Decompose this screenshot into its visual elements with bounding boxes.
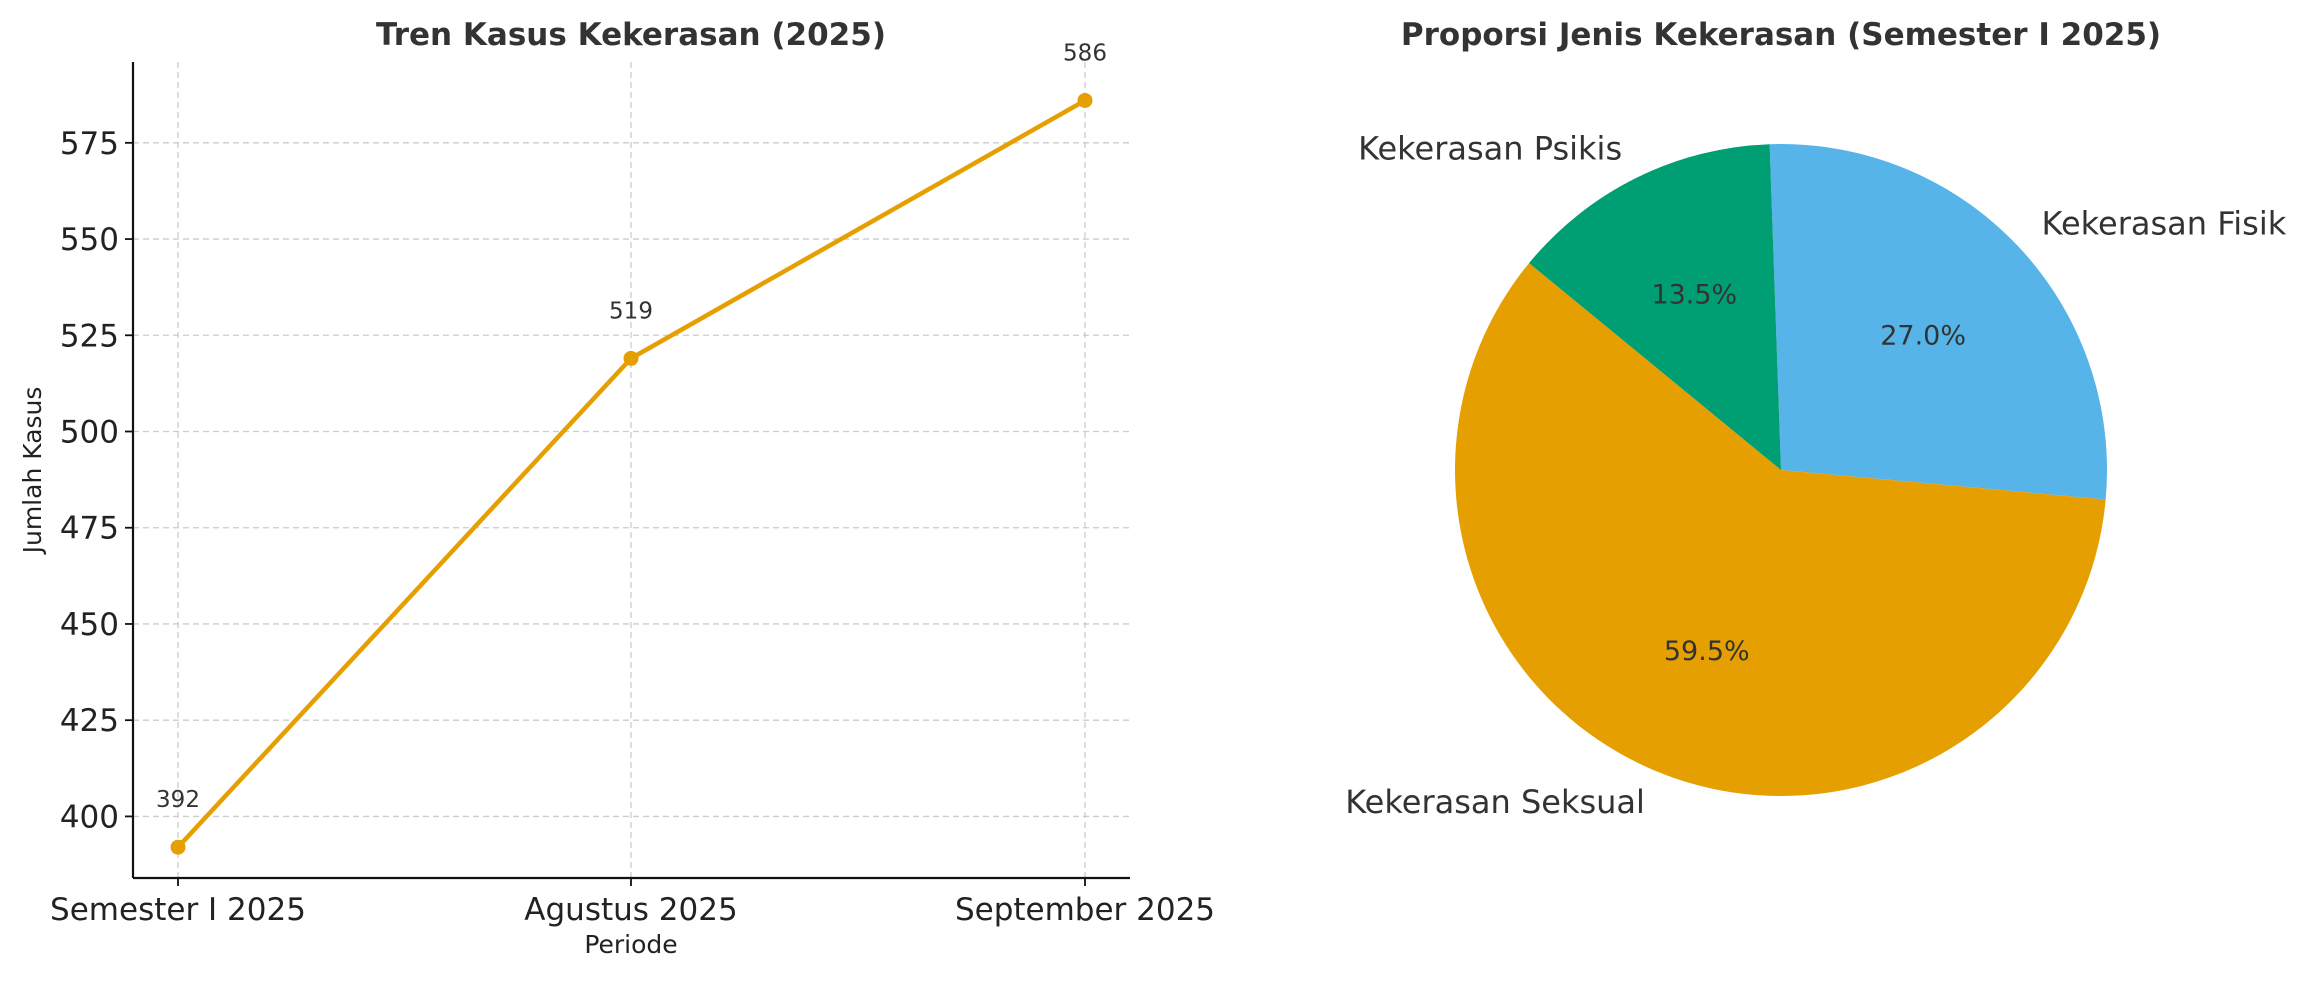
x-tick-label-0: Semester I 2025 (50, 892, 306, 928)
y-tick-label-6: 550 (60, 222, 119, 258)
pie-percent-label-0: 27.0% (1880, 321, 1966, 352)
pie-chart-slices (1454, 144, 2107, 797)
pie-slice-2 (1529, 144, 1781, 470)
pie-percent-label-2: 13.5% (1651, 280, 1737, 311)
pie-percent-label-1: 59.5% (1664, 636, 1750, 667)
y-tick-label-5: 525 (60, 318, 119, 354)
line-chart-x-axis-label: Periode (584, 930, 677, 959)
pie-category-label-1: Kekerasan Seksual (1345, 783, 1645, 821)
line-chart-y-axis-label: Jumlah Kasus (18, 387, 47, 556)
pie-slice-1 (1454, 263, 2106, 797)
data-label-0: 392 (156, 787, 200, 813)
x-tick-label-2: September 2025 (955, 892, 1215, 928)
line-chart: Tren Kasus Kekerasan (2025) Semester I 2… (18, 17, 1215, 959)
line-chart-x-ticks: Semester I 2025 Agustus 2025 September 202… (50, 878, 1215, 928)
y-tick-label-7: 575 (60, 126, 119, 162)
pie-category-label-0: Kekerasan Fisik (2042, 205, 2287, 243)
y-tick-label-2: 450 (60, 607, 119, 643)
data-point-0 (170, 839, 186, 855)
pie-category-label-2: Kekerasan Psikis (1358, 130, 1622, 168)
x-tick-label-1: Agustus 2025 (524, 892, 737, 928)
y-tick-label-1: 425 (60, 703, 119, 739)
y-tick-label-3: 475 (60, 511, 119, 547)
y-tick-label-4: 500 (60, 415, 119, 451)
data-label-1: 519 (609, 298, 653, 324)
pie-chart-title: Proporsi Jenis Kekerasan (Semester I 202… (1401, 17, 2161, 53)
line-chart-series (170, 92, 1093, 855)
pie-chart: Proporsi Jenis Kekerasan (Semester I 202… (1345, 17, 2286, 821)
line-chart-y-ticks: 400 425 450 475 500 525 550 575 (60, 126, 133, 835)
y-tick-label-0: 400 (60, 799, 119, 835)
line-chart-grid (133, 62, 1130, 878)
line-chart-title: Tren Kasus Kekerasan (2025) (376, 17, 886, 53)
data-point-1 (623, 350, 639, 366)
pie-slice-0 (1769, 144, 2107, 500)
line-chart-data-labels: 392 519 586 (156, 40, 1107, 813)
data-point-2 (1077, 92, 1093, 108)
data-label-2: 586 (1063, 40, 1107, 66)
pie-chart-labels: 27.0% Kekerasan Fisik 59.5% Kekerasan Seksu… (1345, 130, 2286, 821)
